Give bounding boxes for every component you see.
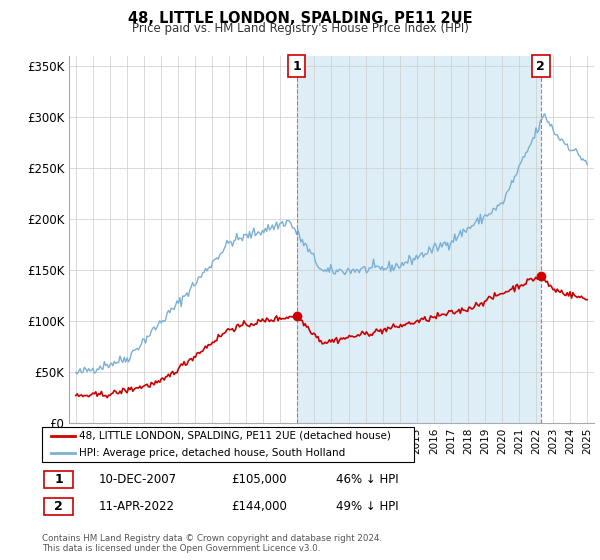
Text: 1: 1 <box>54 473 63 486</box>
Text: Price paid vs. HM Land Registry's House Price Index (HPI): Price paid vs. HM Land Registry's House … <box>131 22 469 35</box>
Text: 49% ↓ HPI: 49% ↓ HPI <box>336 500 398 514</box>
Text: £144,000: £144,000 <box>231 500 287 514</box>
Text: 48, LITTLE LONDON, SPALDING, PE11 2UE: 48, LITTLE LONDON, SPALDING, PE11 2UE <box>128 11 472 26</box>
Text: 10-DEC-2007: 10-DEC-2007 <box>99 473 177 487</box>
Text: 2: 2 <box>536 60 545 73</box>
Text: HPI: Average price, detached house, South Holland: HPI: Average price, detached house, Sout… <box>79 448 346 458</box>
Text: 48, LITTLE LONDON, SPALDING, PE11 2UE (detached house): 48, LITTLE LONDON, SPALDING, PE11 2UE (d… <box>79 431 391 441</box>
Text: Contains HM Land Registry data © Crown copyright and database right 2024.
This d: Contains HM Land Registry data © Crown c… <box>42 534 382 553</box>
Text: 46% ↓ HPI: 46% ↓ HPI <box>336 473 398 487</box>
Text: 11-APR-2022: 11-APR-2022 <box>99 500 175 514</box>
Text: £105,000: £105,000 <box>231 473 287 487</box>
Text: 1: 1 <box>292 60 301 73</box>
Text: 2: 2 <box>54 500 63 513</box>
Bar <box>296 56 541 423</box>
